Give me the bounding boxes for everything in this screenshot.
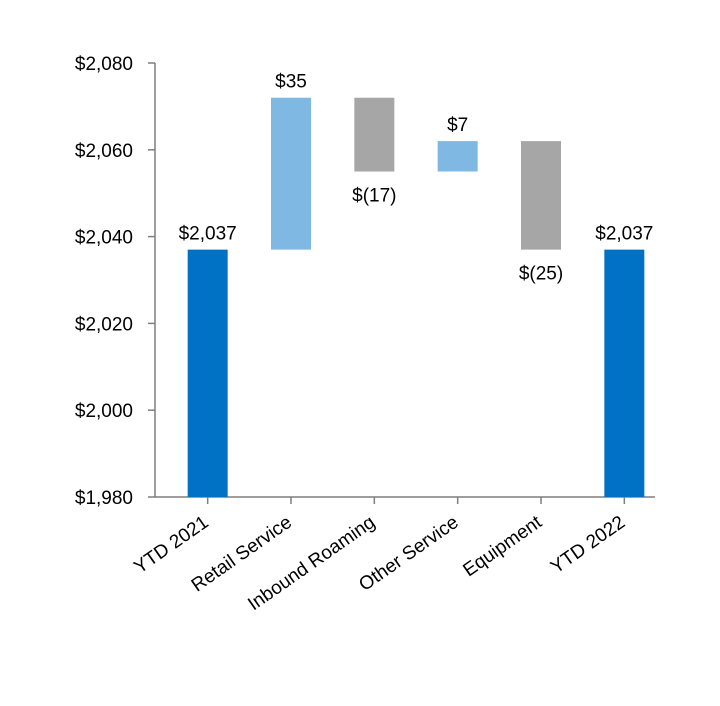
- y-tick-label: $2,020: [75, 314, 133, 335]
- y-tick-label: $2,000: [75, 401, 133, 422]
- value-label: $(17): [352, 186, 396, 207]
- y-tick-label: $2,080: [75, 54, 133, 75]
- value-label: $7: [447, 115, 468, 136]
- y-tick-label: $2,060: [75, 141, 133, 162]
- bar: [354, 97, 395, 172]
- bar: [271, 97, 311, 250]
- x-tick-label: YTD 2022: [547, 512, 629, 578]
- bar: [521, 141, 561, 250]
- value-label: $35: [275, 72, 307, 93]
- bar: [187, 249, 228, 497]
- bar: [437, 141, 478, 172]
- x-tick-label: YTD 2021: [130, 512, 212, 578]
- x-tick-label: Equipment: [459, 511, 546, 581]
- bar: [604, 249, 645, 497]
- value-label: $(25): [519, 264, 563, 285]
- y-tick-label: $2,040: [75, 228, 133, 249]
- value-label: $2,037: [179, 224, 237, 245]
- value-label: $2,037: [595, 224, 653, 245]
- y-tick-label: $1,980: [75, 488, 133, 509]
